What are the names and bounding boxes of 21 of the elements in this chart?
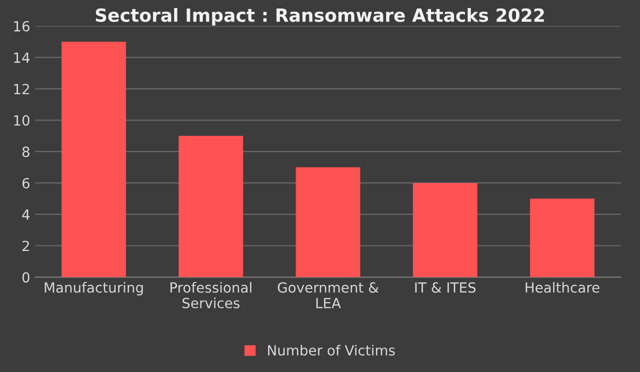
- y-tick-label: 16: [14, 21, 30, 32]
- x-tick-label: Professional Services: [170, 282, 252, 308]
- x-tick-label: IT & ITES: [415, 282, 476, 293]
- y-tick-label: 14: [14, 52, 30, 63]
- bar: [412, 182, 478, 278]
- bar: [62, 42, 126, 278]
- bar: [296, 167, 360, 278]
- chart-title: Sectoral Impact : Ransomware Attacks 2022: [96, 8, 544, 26]
- y-tick-label: 0: [22, 272, 30, 283]
- y-tick-label: 8: [22, 146, 30, 158]
- y-tick-label: 2: [22, 240, 29, 252]
- legend-label: Number of Victims: [268, 344, 395, 356]
- y-tick-label: 10: [14, 115, 30, 126]
- x-tick-label: Healthcare: [526, 282, 600, 293]
- bar: [530, 198, 594, 278]
- y-tick-label: 6: [22, 178, 30, 188]
- x-tick-label: Manufacturing: [44, 282, 143, 296]
- y-tick-label: 4: [22, 210, 30, 220]
- bar: [178, 136, 244, 278]
- x-tick-label: Government & LEA: [278, 282, 379, 308]
- y-tick-label: 12: [14, 84, 29, 94]
